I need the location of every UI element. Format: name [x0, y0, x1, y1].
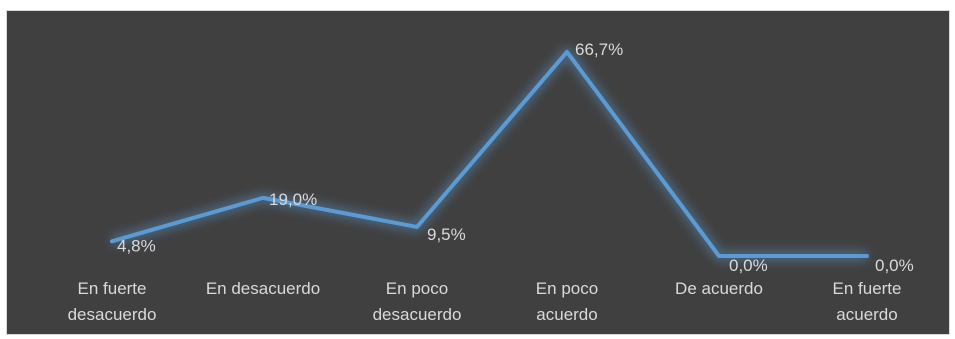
data-label: 4,8% [117, 236, 156, 255]
data-labels-group: 4,8% 19,0% 9,5% 66,7% 0,0% 0,0% [117, 40, 914, 275]
series-group [110, 46, 869, 261]
category-axis: En fuerte desacuerdo En desacuerdo En poco d… [68, 279, 902, 324]
series-line-glow [110, 46, 867, 261]
data-label: 19,0% [269, 190, 317, 209]
series-line [110, 49, 869, 258]
category-label: En fuerte desacuerdo [68, 279, 157, 324]
chart-area: 4,8% 19,0% 9,5% 66,7% 0,0% 0,0% En fuerte desa… [6, 10, 950, 335]
category-label: En poco desacuerdo [373, 279, 462, 324]
category-label: En desacuerdo [206, 279, 320, 298]
category-label: De acuerdo [675, 279, 763, 298]
data-label: 9,5% [427, 225, 466, 244]
data-label: 0,0% [875, 256, 914, 275]
category-label: En fuerte acuerdo [833, 279, 902, 324]
data-label: 66,7% [575, 40, 623, 59]
category-label: En poco acuerdo [536, 279, 598, 324]
line-chart: 4,8% 19,0% 9,5% 66,7% 0,0% 0,0% En fuerte desa… [68, 40, 914, 324]
data-label: 0,0% [729, 256, 768, 275]
